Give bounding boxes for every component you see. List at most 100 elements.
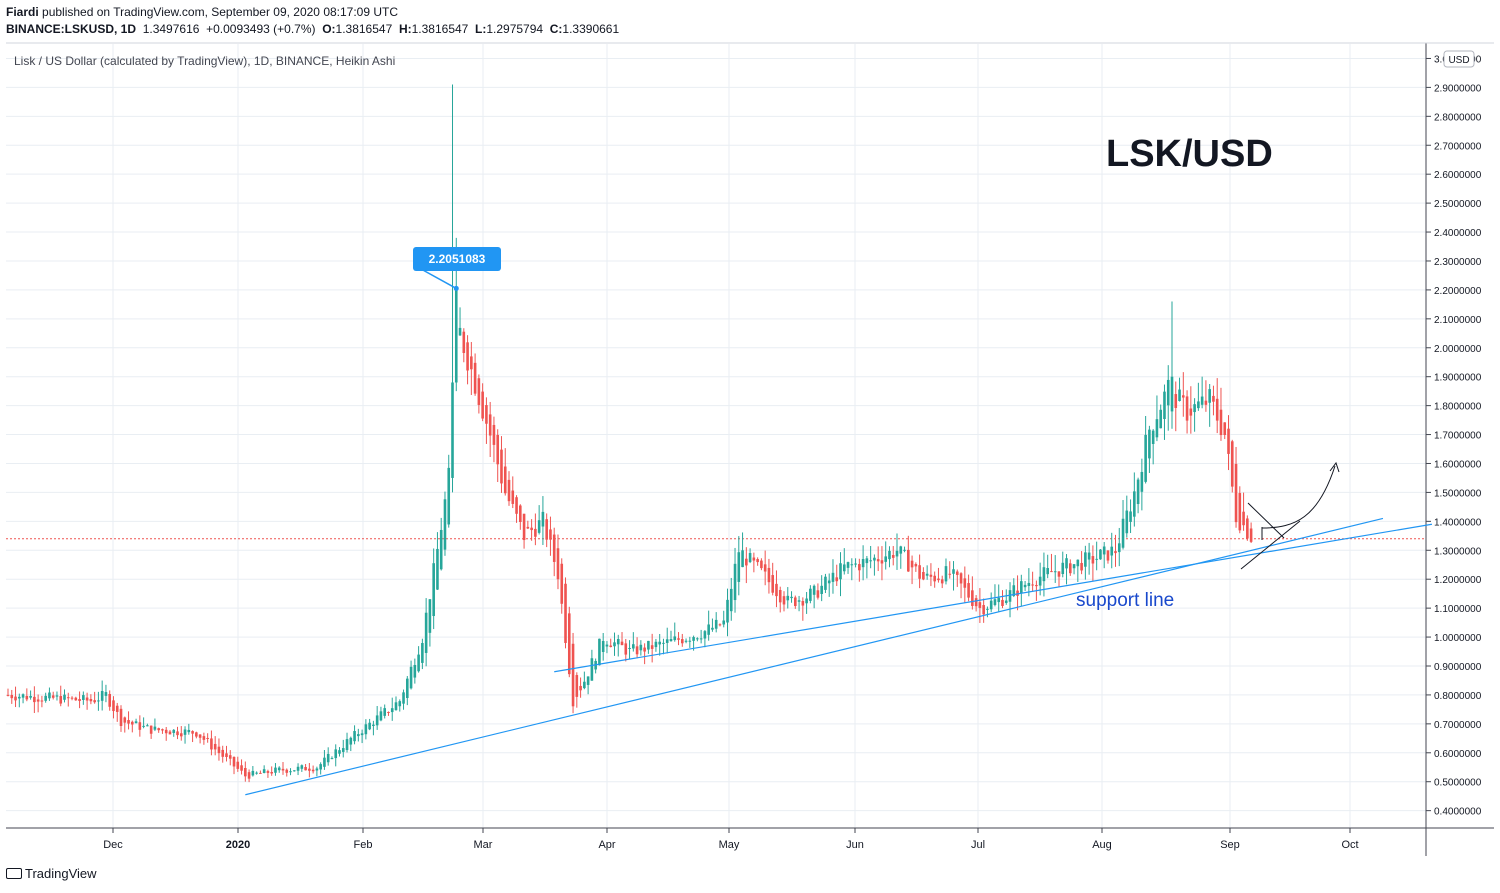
candle-body bbox=[25, 695, 29, 700]
candle-body bbox=[537, 520, 541, 533]
low-label: L: bbox=[475, 22, 487, 36]
x-tick-label: May bbox=[719, 839, 740, 851]
candle-body bbox=[1125, 510, 1129, 534]
candle-body bbox=[952, 569, 955, 574]
y-tick-label: 1.1000000 bbox=[1434, 604, 1482, 615]
author-name[interactable]: Fiardi bbox=[6, 5, 39, 19]
candle-body bbox=[835, 577, 839, 582]
candle-body bbox=[18, 696, 21, 699]
candle-body bbox=[326, 753, 330, 763]
candle-body bbox=[741, 550, 744, 568]
candle-body bbox=[842, 564, 846, 572]
triangle-drawing[interactable] bbox=[1240, 502, 1301, 570]
candle-body bbox=[624, 643, 628, 655]
candle-body bbox=[692, 637, 695, 641]
trendlines[interactable] bbox=[245, 517, 1433, 796]
x-tick-label: Mar bbox=[474, 839, 493, 851]
price-callout[interactable]: 2.2051083 bbox=[413, 247, 501, 291]
x-tick-label: Jul bbox=[971, 839, 985, 851]
x-tick-label: Oct bbox=[1341, 839, 1358, 851]
candle-body bbox=[1215, 398, 1219, 421]
candle-body bbox=[1106, 550, 1110, 561]
support-trendline[interactable] bbox=[245, 517, 1384, 796]
candle-body bbox=[680, 639, 684, 644]
candle-body bbox=[884, 556, 888, 562]
publish-info: Fiardi published on TradingView.com, Sep… bbox=[6, 5, 398, 19]
candle-body bbox=[485, 405, 488, 424]
candle-body bbox=[1182, 395, 1185, 398]
chart-annotation-title[interactable]: LSK/USD bbox=[1106, 133, 1273, 175]
candle-body bbox=[274, 767, 277, 773]
candle-body bbox=[933, 575, 936, 582]
candle-body bbox=[285, 769, 289, 773]
support-trendline[interactable] bbox=[554, 523, 1433, 673]
candle-body bbox=[628, 647, 631, 649]
candle-body bbox=[1174, 394, 1178, 408]
y-tick-label: 1.7000000 bbox=[1434, 431, 1482, 442]
candle-body bbox=[334, 749, 338, 759]
candle-body bbox=[997, 597, 1001, 603]
candle-body bbox=[519, 505, 522, 522]
candle-body bbox=[1200, 396, 1204, 405]
support-line-label[interactable]: support line bbox=[1076, 590, 1174, 611]
candle-body bbox=[115, 705, 119, 712]
y-tick-label: 1.0000000 bbox=[1434, 633, 1482, 644]
candle-body bbox=[846, 562, 850, 568]
candle-body bbox=[112, 700, 115, 712]
candle-body bbox=[982, 605, 985, 615]
candle-body bbox=[632, 644, 635, 649]
candle-body bbox=[1193, 404, 1196, 413]
candle-body bbox=[232, 756, 236, 767]
candle-body bbox=[1159, 409, 1163, 429]
candle-body bbox=[1140, 471, 1144, 492]
candle-body bbox=[270, 772, 273, 774]
candle-body bbox=[993, 599, 997, 605]
y-tick-label: 2.5000000 bbox=[1434, 199, 1482, 210]
candle-body bbox=[571, 643, 575, 707]
y-axis-ticks: 3.00000002.90000002.80000002.70000002.60… bbox=[1426, 54, 1482, 818]
candle-body bbox=[873, 557, 876, 561]
candle-body bbox=[635, 646, 639, 655]
candle-body bbox=[394, 702, 398, 711]
candle-body bbox=[891, 555, 895, 558]
candle-body bbox=[368, 722, 371, 730]
candle-body bbox=[978, 602, 982, 608]
candle-body bbox=[797, 600, 801, 602]
open-value: 1.3816547 bbox=[335, 22, 393, 36]
currency-badge[interactable]: USD bbox=[1443, 50, 1475, 68]
candle-body bbox=[1020, 581, 1023, 594]
candle-body bbox=[1151, 430, 1155, 445]
y-tick-label: 0.5000000 bbox=[1434, 778, 1482, 789]
candle-body bbox=[665, 639, 669, 643]
candle-body bbox=[375, 715, 379, 726]
price-label: 2.2051083 bbox=[429, 252, 486, 266]
candle-body bbox=[503, 466, 507, 494]
candle-body bbox=[714, 619, 718, 629]
candle-body bbox=[858, 564, 861, 571]
candle-body bbox=[718, 624, 722, 626]
candle-body bbox=[522, 513, 526, 541]
candle-body bbox=[500, 449, 503, 484]
candle-body bbox=[876, 559, 880, 562]
candle-body bbox=[40, 700, 44, 702]
candle-body bbox=[157, 728, 160, 731]
candle-body bbox=[1155, 419, 1159, 438]
candle-body bbox=[383, 708, 386, 716]
projection-arrow[interactable] bbox=[1261, 461, 1340, 529]
tradingview-logo[interactable]: TradingView bbox=[6, 866, 97, 881]
candle-body bbox=[131, 721, 134, 725]
last-price: 1.3497616 bbox=[142, 22, 200, 36]
candle-body bbox=[1223, 422, 1227, 435]
candle-body bbox=[541, 511, 545, 527]
candle-body bbox=[639, 644, 643, 651]
candle-body bbox=[51, 695, 55, 698]
candle-body bbox=[816, 590, 820, 598]
candle-body bbox=[432, 563, 435, 617]
candle-body bbox=[564, 583, 567, 643]
candle-body bbox=[206, 737, 209, 739]
candle-body bbox=[662, 642, 665, 644]
candle-body bbox=[417, 654, 420, 672]
candle-body bbox=[1117, 543, 1121, 553]
candle-body bbox=[259, 772, 262, 774]
